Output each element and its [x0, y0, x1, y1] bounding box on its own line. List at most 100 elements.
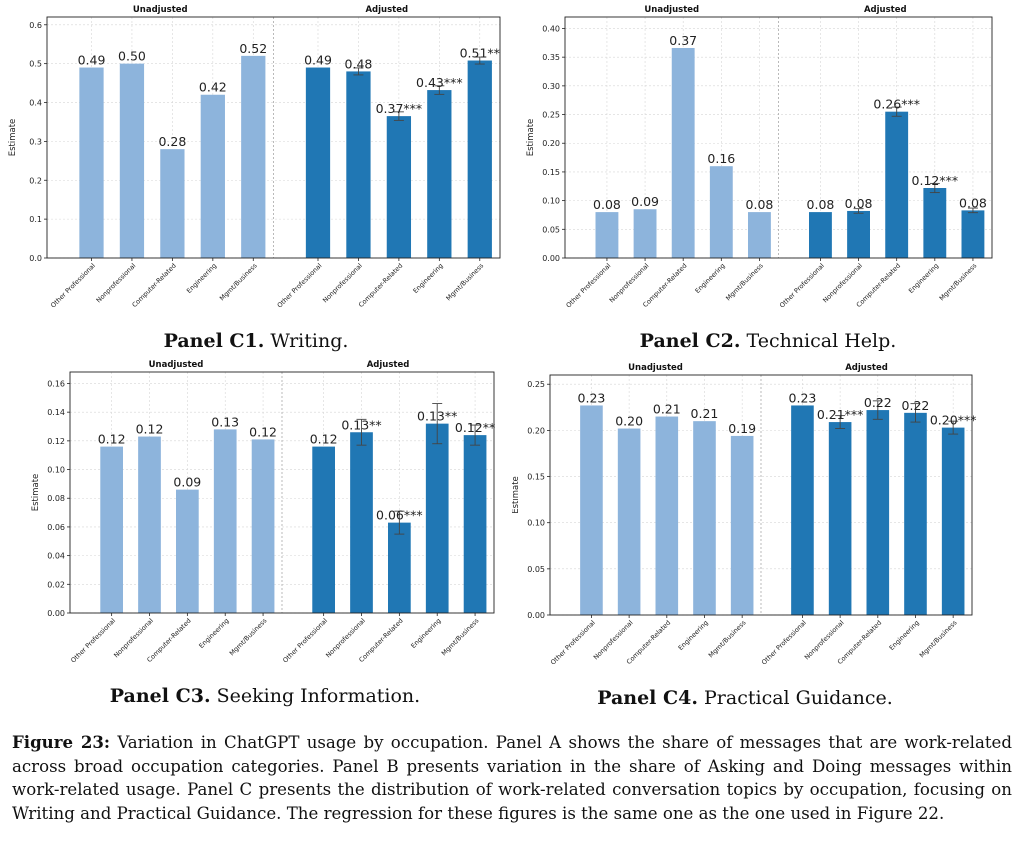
y-tick-label: 0.06: [47, 523, 65, 532]
figure-caption-text: Variation in ChatGPT usage by occupation…: [12, 733, 1012, 823]
data-label: 0.20***: [930, 413, 977, 428]
bar: [346, 71, 371, 258]
data-label: 0.28: [158, 134, 186, 149]
panel-caption-c1: Panel C1. Writing.: [0, 330, 512, 352]
data-label: 0.08: [746, 197, 774, 212]
plot-frame: [69, 371, 495, 614]
y-tick-label: 0.10: [527, 519, 545, 528]
bar: [79, 67, 104, 258]
panel-title: Practical Guidance.: [704, 687, 893, 709]
bar: [160, 149, 185, 258]
y-tick-label: 0.15: [527, 473, 545, 482]
bar: [961, 210, 985, 258]
panel-caption-c3: Panel C3. Seeking Information.: [0, 685, 530, 707]
x-tick-label: Computer-Related: [357, 262, 404, 309]
x-tick-label: Computer-Related: [130, 262, 177, 309]
x-tick-label: Other Professional: [49, 262, 97, 310]
x-tick-label: Nonprofessional: [821, 262, 864, 305]
bar: [425, 423, 449, 613]
bar: [138, 436, 161, 613]
y-axis-label: Estimate: [526, 119, 536, 157]
x-tick-label: Mgmt/Business: [440, 616, 481, 657]
y-tick-label: 0.08: [47, 494, 65, 503]
x-tick-label: Nonprofessional: [592, 619, 635, 662]
bar: [176, 489, 199, 613]
data-label: 0.21***: [817, 407, 864, 422]
bar: [748, 212, 771, 258]
x-tick-label: Mgmt/Business: [707, 618, 748, 659]
y-tick-label: 0.00: [542, 254, 560, 263]
y-axis-label: Estimate: [512, 476, 521, 514]
data-label: 0.37: [669, 33, 697, 48]
panel-label: Panel C1.: [163, 330, 265, 352]
y-tick-label: 0.05: [542, 225, 560, 234]
facet-title: Adjusted: [367, 360, 410, 370]
x-tick-label: Mgmt/Business: [218, 261, 259, 302]
x-tick-label: Nonprofessional: [95, 262, 138, 305]
data-label: 0.22: [902, 398, 930, 413]
data-label: 0.09: [631, 194, 659, 209]
x-tick-label: Engineering: [185, 262, 218, 295]
data-label: 0.51**: [460, 46, 500, 61]
y-tick-label: 0.14: [47, 408, 65, 417]
bar: [791, 405, 814, 615]
data-label: 0.22: [864, 395, 892, 410]
x-tick-label: Other Professional: [276, 262, 324, 310]
bar: [655, 416, 679, 615]
data-label: 0.37***: [376, 101, 423, 116]
x-tick-label: Other Professional: [565, 262, 613, 310]
x-tick-label: Nonprofessional: [324, 617, 367, 660]
facet-title: Adjusted: [365, 5, 408, 15]
y-tick-label: 0.12: [47, 437, 65, 446]
y-tick-label: 0.15: [542, 168, 560, 177]
data-label: 0.50: [118, 49, 146, 64]
panel-title: Technical Help.: [746, 330, 897, 352]
panel-label: Panel C2.: [639, 330, 741, 352]
bar: [693, 421, 716, 615]
bar: [709, 166, 733, 258]
bar: [671, 47, 695, 258]
facet-title: Adjusted: [864, 5, 907, 15]
y-tick-label: 0.00: [47, 609, 65, 618]
plot-frame: [564, 16, 993, 259]
data-label: 0.20: [615, 414, 643, 429]
facet-title: Unadjusted: [628, 363, 683, 373]
x-tick-label: Nonprofessional: [112, 617, 155, 660]
data-label: 0.21: [653, 402, 681, 417]
x-tick-label: Engineering: [412, 262, 445, 295]
data-label: 0.08: [807, 197, 835, 212]
y-axis-label: Estimate: [31, 474, 41, 512]
y-tick-label: 0.6: [29, 21, 42, 30]
bar: [241, 55, 266, 258]
bar: [467, 60, 492, 258]
bar: [463, 435, 487, 613]
data-label: 0.09: [173, 475, 201, 490]
y-tick-label: 0.02: [47, 580, 65, 589]
data-label: 0.26***: [873, 97, 920, 112]
data-label: 0.12: [249, 424, 277, 439]
data-label: 0.06***: [376, 508, 423, 523]
bar: [828, 422, 852, 615]
bar: [633, 209, 657, 258]
bar: [847, 210, 870, 258]
data-label: 0.13: [211, 414, 239, 429]
y-tick-label: 0.30: [542, 82, 560, 91]
bar: [305, 67, 331, 258]
panel-title: Seeking Information.: [216, 685, 421, 707]
y-tick-label: 0.00: [527, 611, 545, 620]
data-label: 0.23: [578, 390, 606, 405]
bar: [200, 94, 225, 258]
bar: [119, 63, 145, 259]
facet-title: Adjusted: [845, 363, 888, 373]
bar: [580, 405, 603, 615]
x-tick-label: Nonprofessional: [321, 262, 364, 305]
x-tick-label: Other Professional: [69, 617, 117, 665]
bar: [350, 432, 373, 613]
bar: [100, 446, 123, 613]
data-label: 0.21: [691, 406, 719, 421]
y-tick-label: 0.20: [542, 139, 560, 148]
y-tick-label: 0.10: [47, 466, 65, 475]
data-label: 0.42: [199, 80, 227, 95]
facet-title: Unadjusted: [149, 360, 204, 370]
bar: [213, 429, 237, 613]
